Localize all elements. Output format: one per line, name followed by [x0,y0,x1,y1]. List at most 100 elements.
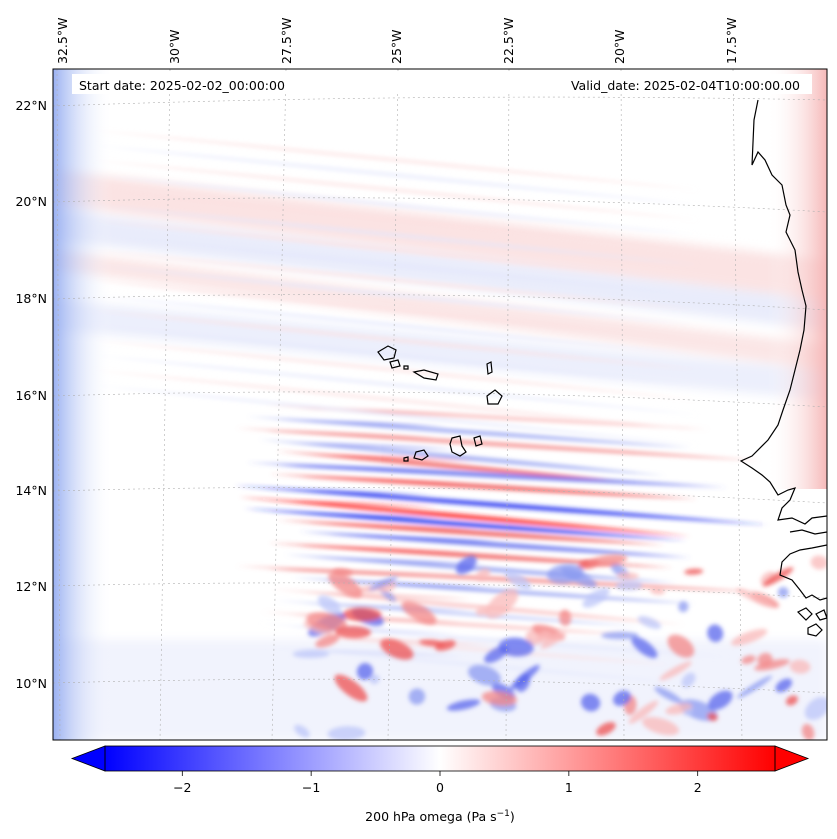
wave-band [307,523,478,530]
lat-label-14n: 14°N [15,483,47,498]
wave-band [90,160,700,220]
lon-label-20w: 20°W [612,29,627,64]
parallel-14n [53,487,827,504]
wave-band [90,130,700,190]
africa-coastline [739,99,827,525]
wave-band [277,419,448,427]
lon-label-30w: 30°W [167,29,182,64]
colorbar-tick-label: 1 [565,780,573,795]
parallel-22n [53,96,827,107]
lon-label-25w: 25°W [389,29,404,64]
lon-label-22-5w: 22.5°W [501,18,516,64]
meridian-22-5w [505,69,510,740]
brava [403,456,409,462]
wave-band [321,580,492,588]
west-edge-signal [53,69,113,740]
convective-cell [356,662,374,680]
bijagos-islands [796,607,827,637]
convective-cell [681,672,696,688]
convective-cell [707,624,724,643]
convective-cell [737,675,773,699]
parallel-16n [53,391,827,408]
convective-cell [775,678,793,693]
convective-cell [757,652,773,667]
convective-cell [418,639,445,647]
convective-cell [327,726,366,740]
convective-cell [485,589,519,619]
wave-band [238,497,692,537]
convective-cell [637,616,662,630]
convective-cell [315,634,340,648]
convective-cell [559,609,572,627]
convective-cell [334,625,372,639]
convective-cell [667,634,695,658]
wave-band [233,485,771,525]
lat-label-12n: 12°N [15,579,47,594]
start-date-label: Start date: 2025-02-02_00:00:00 [79,78,285,93]
graticule [53,69,827,740]
convective-cell [596,722,616,736]
convective-cell [540,631,567,649]
convective-cell [616,572,639,580]
wave-band [276,451,633,482]
wave-band [299,477,470,484]
convective-cell [810,555,827,570]
colorbar-tick-label: 2 [694,780,702,795]
wave-band [247,416,691,448]
coastlines [377,99,827,637]
gambia-river [789,529,827,535]
wave-band [243,508,688,541]
convective-cell [654,686,683,704]
wave-band [90,310,700,370]
convective-cell [342,607,382,622]
valid-date-label: Valid_date: 2025-02-04T10:00:00.00 [571,78,800,93]
convective-cell [801,723,815,740]
meridian-32-5w [56,69,61,740]
meridian-27-5w [271,69,287,740]
parallel-20n [53,197,827,213]
wave-band [298,546,469,553]
convective-cell [317,595,342,615]
santa-luzia [403,365,409,370]
convective-cell [683,708,693,716]
parallel-18n [53,294,827,311]
wave-band [90,355,700,415]
convective-cell [481,691,518,706]
wave-band [288,442,459,450]
colorbar-ticks: −2 −1 0 1 2 [173,771,702,795]
convective-cell [498,637,534,657]
convective-cell [401,601,437,625]
convective-cell [684,568,704,575]
convective-cell [328,571,363,598]
colorbar-extend-high [774,745,810,772]
wave-band [90,265,700,325]
maio [473,435,483,447]
convective-cell [615,580,643,591]
convective-cell [582,587,610,608]
convective-cell [475,606,490,616]
convective-cell [631,636,658,659]
colorbar-tick-label: −1 [302,780,320,795]
wave-band [265,431,436,438]
lat-label-18n: 18°N [15,291,47,306]
colorbar-tick-label: 0 [436,780,444,795]
wave-band [306,454,477,461]
wave-band [90,280,700,340]
wave-band [90,145,700,205]
meridian-20w [620,69,625,740]
convective-cell [446,699,481,711]
meridian-30w [159,69,171,740]
wave-band [90,340,700,400]
header-strip [72,74,812,94]
convective-cell [580,693,601,712]
convective-cell [659,661,692,681]
colorbar: −2 −1 0 1 2 200 hPa omega (Pa s−1) [70,745,810,824]
convective-cell [785,695,798,706]
colorbar-gradient [105,746,775,771]
convective-cell [380,638,414,660]
wave-band [263,488,434,496]
fogo [413,449,429,461]
wave-band [90,190,700,250]
colorbar-tick-label: −2 [173,780,191,795]
convective-cell [804,697,827,720]
